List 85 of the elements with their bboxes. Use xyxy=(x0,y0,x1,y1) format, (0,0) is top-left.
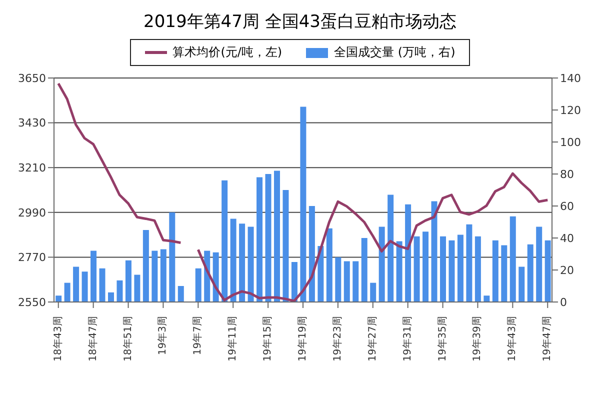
x-tick-label: 19年31周 xyxy=(401,316,414,362)
y2-tick-label: 120 xyxy=(560,104,581,117)
y-tick-label: 3430 xyxy=(18,116,46,130)
bar xyxy=(474,236,481,302)
bar xyxy=(414,236,420,302)
y2-tick-label: 60 xyxy=(560,200,574,213)
bar xyxy=(56,296,62,302)
x-tick-label: 19年47周 xyxy=(541,316,554,362)
bar xyxy=(484,296,490,302)
bar xyxy=(152,250,158,302)
bar xyxy=(510,216,516,302)
bar xyxy=(396,241,402,302)
x-tick-label: 19年39周 xyxy=(471,316,484,362)
x-tick-label: 19年27周 xyxy=(366,316,378,362)
y-tick-label: 3210 xyxy=(18,162,46,175)
bar xyxy=(308,206,315,302)
bar xyxy=(274,170,280,302)
x-tick-label: 19年15周 xyxy=(262,316,274,362)
bar xyxy=(239,224,246,302)
x-tick-label: 19年11周 xyxy=(226,316,239,362)
x-tick-label: 19年23周 xyxy=(331,316,344,362)
bar xyxy=(352,261,359,302)
bar xyxy=(378,226,385,302)
bar xyxy=(248,226,254,302)
bar xyxy=(440,236,446,302)
bar xyxy=(370,282,376,302)
bar xyxy=(361,238,368,302)
y2-tick-label: 0 xyxy=(560,296,567,309)
x-tick-label: 19年35周 xyxy=(436,316,448,362)
x-tick-label: 18年51周 xyxy=(122,316,134,362)
bar xyxy=(536,226,542,302)
bar xyxy=(422,232,429,302)
x-tick-label: 19年43周 xyxy=(506,316,518,362)
bar xyxy=(125,260,132,302)
x-tick-label: 19年3周 xyxy=(156,316,169,356)
bar xyxy=(178,286,184,302)
bar xyxy=(544,240,551,302)
bar xyxy=(282,190,289,302)
bar xyxy=(448,240,455,302)
y2-tick-label: 100 xyxy=(560,136,581,149)
bar xyxy=(326,228,332,302)
bar xyxy=(108,292,114,302)
bar xyxy=(134,274,140,302)
x-tick-label: 19年19周 xyxy=(296,316,308,362)
y2-tick-label: 80 xyxy=(560,168,574,181)
y-tick-label: 3650 xyxy=(18,72,46,85)
bar xyxy=(344,261,350,302)
bar xyxy=(160,249,166,302)
bar xyxy=(466,224,472,302)
y-tick-label: 2990 xyxy=(18,206,46,220)
chart-title: 2019年第47周 全国43蛋白豆粕市场动态 xyxy=(142,11,458,33)
bar xyxy=(300,106,306,302)
y2-tick-label: 20 xyxy=(560,264,574,277)
bar xyxy=(82,272,88,302)
bar xyxy=(99,268,106,302)
legend-label: 全国成交量 (万吨，右) xyxy=(334,44,456,61)
bar xyxy=(142,230,149,302)
bar xyxy=(230,218,236,302)
bar xyxy=(431,201,438,302)
bar xyxy=(116,280,123,302)
bar xyxy=(527,244,534,302)
bar xyxy=(291,262,298,302)
x-tick-label: 19年7周 xyxy=(192,316,204,356)
x-tick-label: 18年43周 xyxy=(52,316,64,362)
y2-tick-label: 40 xyxy=(560,232,574,245)
bar xyxy=(501,245,508,302)
bar xyxy=(195,268,202,302)
x-tick-label: 18年47周 xyxy=(86,316,99,362)
bar xyxy=(90,250,97,302)
bar xyxy=(73,266,80,302)
legend-label: 算术均价(元/吨，左) xyxy=(172,44,282,61)
bar xyxy=(64,282,70,302)
y-tick-label: 2770 xyxy=(18,251,46,264)
bar xyxy=(256,177,263,302)
bar xyxy=(492,240,498,302)
bar xyxy=(518,266,525,302)
y-tick-label: 2550 xyxy=(18,296,46,309)
bar xyxy=(388,194,394,302)
bar xyxy=(335,257,342,302)
bar xyxy=(457,234,464,302)
bar xyxy=(169,212,176,302)
bar xyxy=(222,180,228,302)
bar xyxy=(405,204,412,302)
bar xyxy=(265,174,272,302)
y2-tick-label: 140 xyxy=(560,72,581,85)
